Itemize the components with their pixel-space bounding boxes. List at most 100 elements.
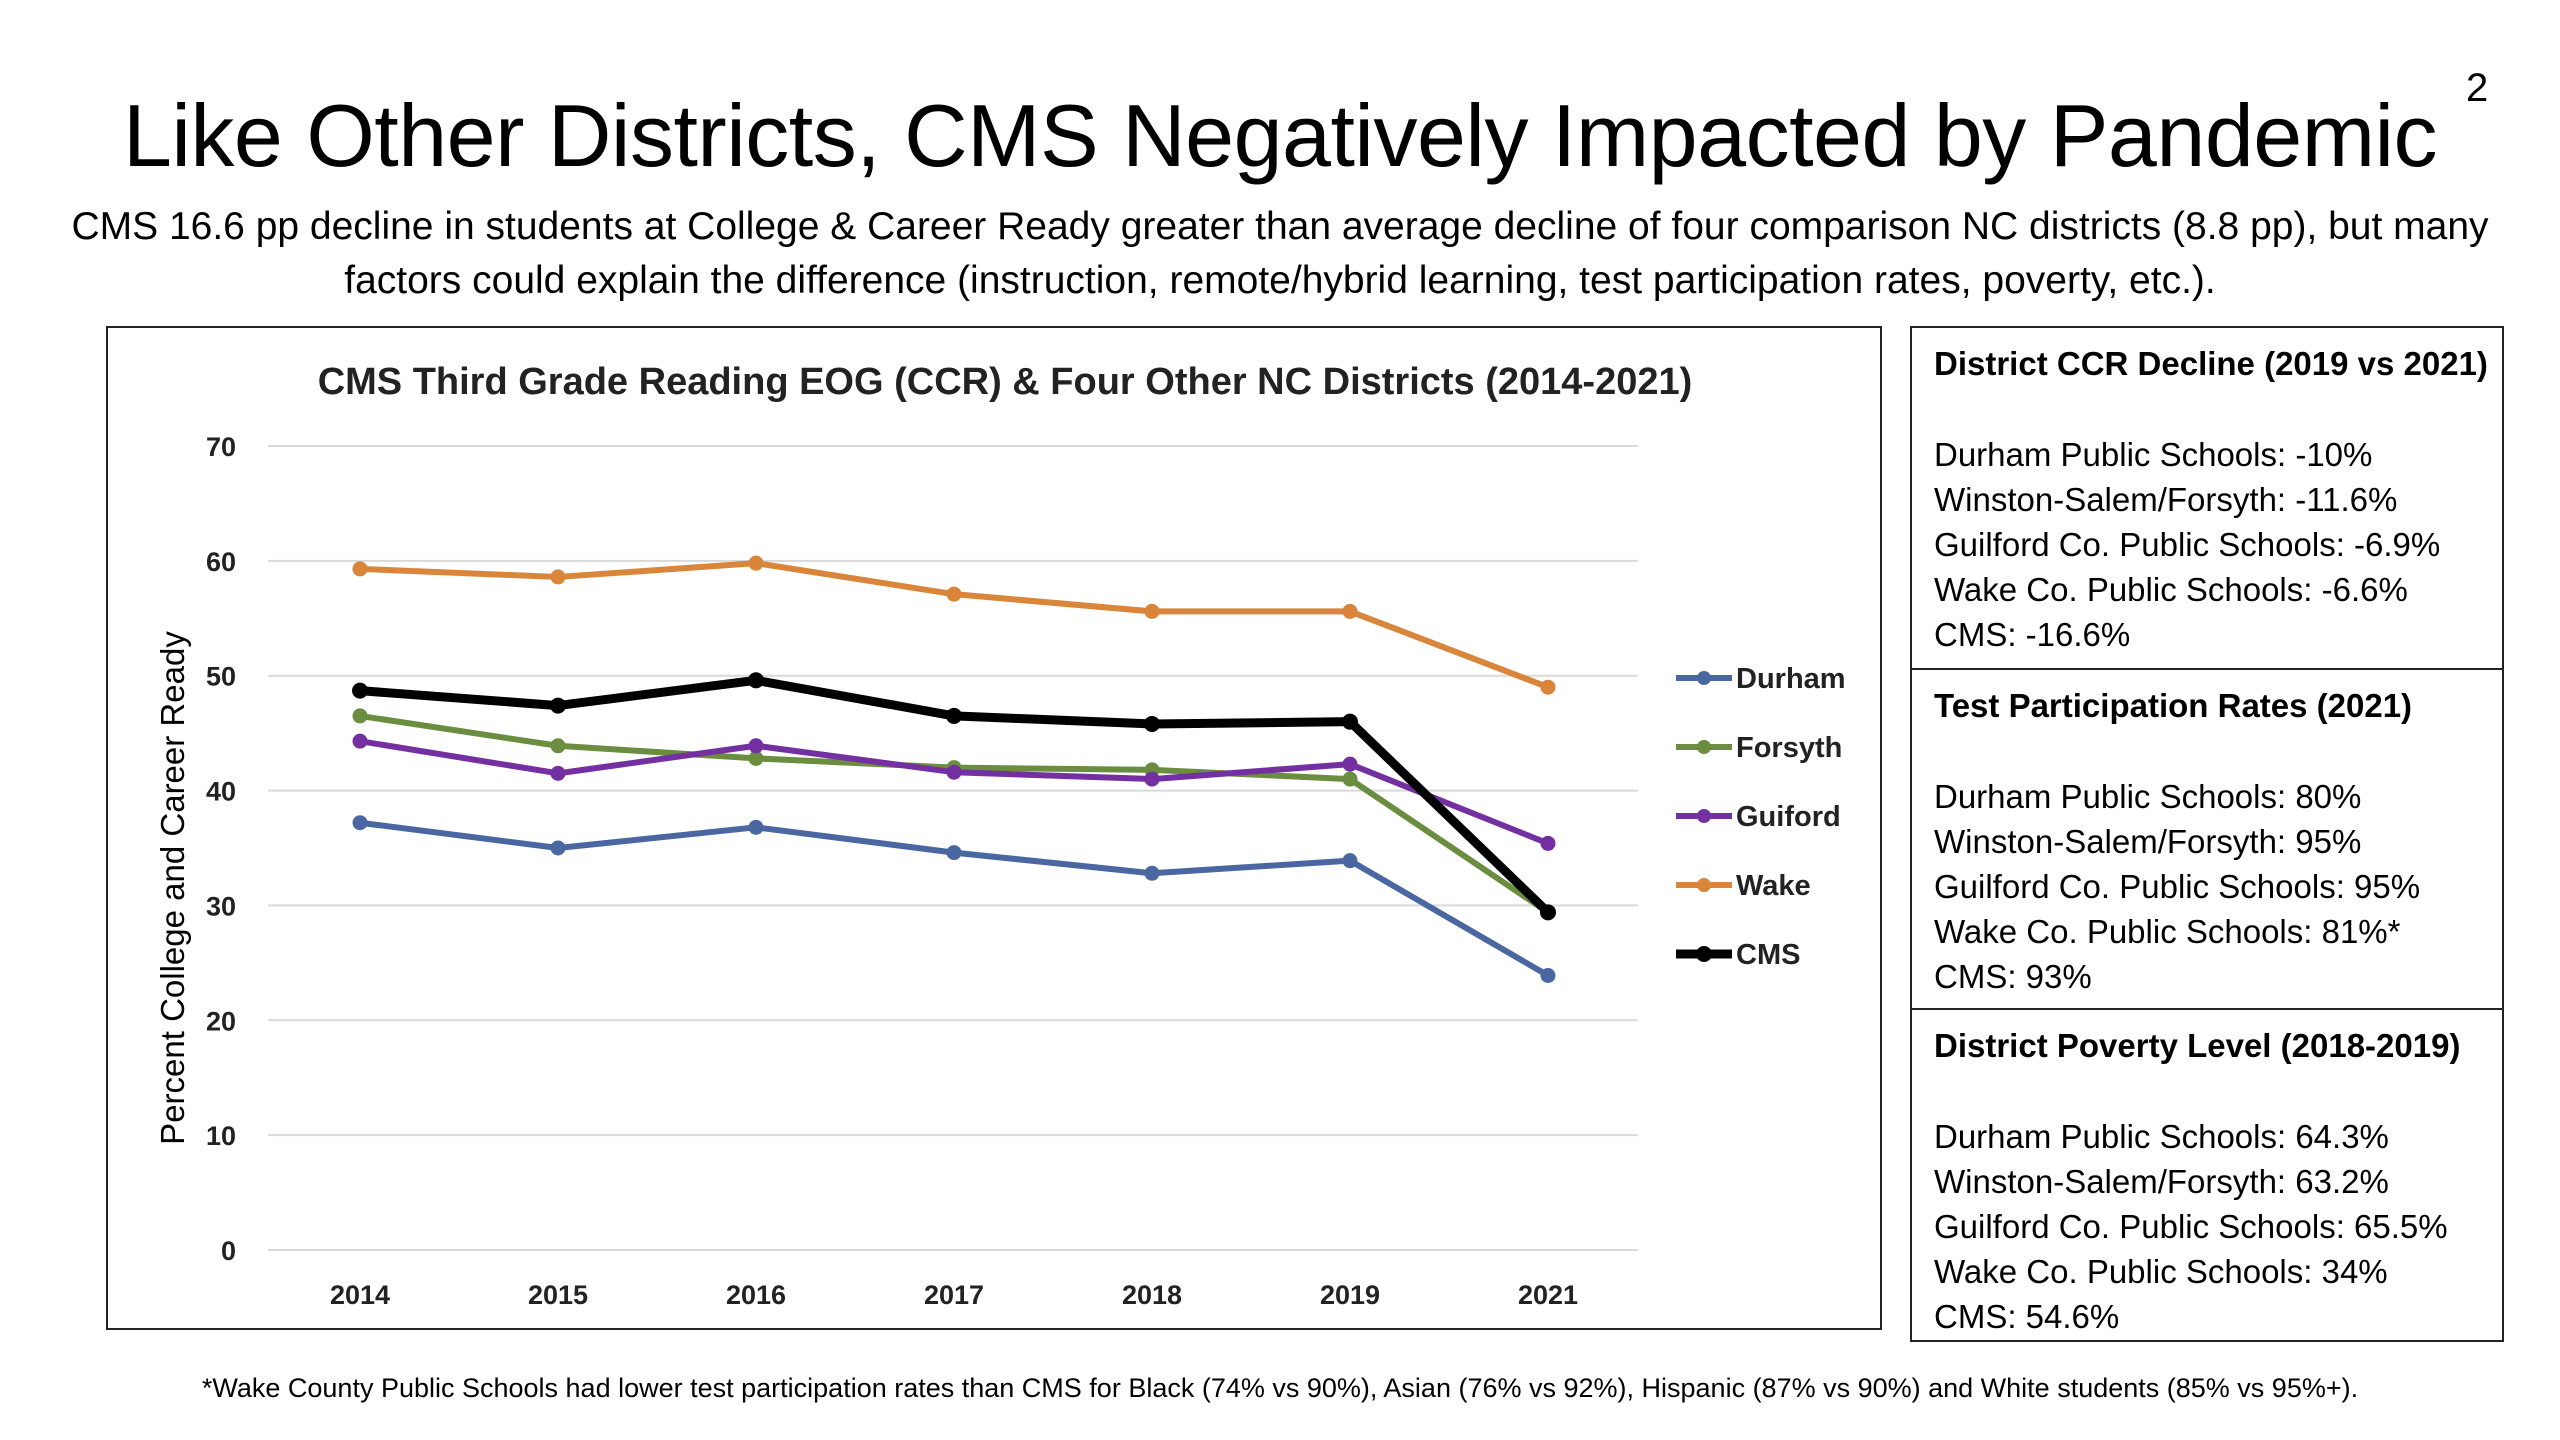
slide-title: Like Other Districts, CMS Negatively Imp… — [122, 86, 2438, 185]
series-cms — [352, 672, 1556, 921]
x-tick-label: 2019 — [1320, 1280, 1380, 1310]
y-tick-label: 30 — [206, 891, 236, 921]
poverty-section: District Poverty Level (2018-2019) Durha… — [1912, 1008, 2502, 1342]
data-point — [1342, 853, 1358, 869]
participation-line: Durham Public Schools: 80% — [1934, 778, 2362, 815]
legend-marker — [1696, 946, 1712, 962]
legend-label: Durham — [1736, 663, 1846, 695]
data-point — [748, 750, 764, 766]
data-point — [1540, 967, 1556, 983]
participation-heading: Test Participation Rates (2021) — [1934, 687, 2413, 724]
ccr-decline-line: Winston-Salem/Forsyth: -11.6% — [1934, 481, 2398, 518]
legend-marker — [1697, 809, 1711, 823]
data-point — [1342, 713, 1358, 730]
legend-marker — [1697, 671, 1711, 685]
data-point — [1342, 771, 1358, 787]
series-durham — [352, 815, 1556, 983]
x-tick-label: 2016 — [726, 1280, 786, 1310]
data-point — [1540, 679, 1556, 695]
y-axis-label: Percent College and Career Ready — [154, 631, 191, 1145]
slide-number: 2 — [2466, 66, 2489, 110]
ccr-decline-heading: District CCR Decline (2019 vs 2021) — [1934, 345, 2488, 382]
poverty-line: Winston-Salem/Forsyth: 63.2% — [1934, 1163, 2389, 1200]
data-point — [1144, 715, 1160, 732]
y-tick-label: 50 — [206, 662, 236, 692]
legend-marker — [1697, 740, 1711, 754]
poverty-line: Durham Public Schools: 64.3% — [1934, 1118, 2389, 1155]
participation-line: Guilford Co. Public Schools: 95% — [1934, 868, 2421, 905]
data-point — [946, 707, 962, 724]
ccr-decline-line: Guilford Co. Public Schools: -6.9% — [1934, 526, 2441, 563]
data-point — [352, 561, 368, 577]
y-tick-label: 40 — [206, 777, 236, 807]
legend-label: CMS — [1736, 939, 1800, 971]
participation-section: Test Participation Rates (2021) Durham P… — [1912, 668, 2502, 1008]
series-wake — [352, 555, 1556, 695]
participation-line: Winston-Salem/Forsyth: 95% — [1934, 823, 2362, 860]
ccr-decline-line: Wake Co. Public Schools: -6.6% — [1934, 571, 2408, 608]
ccr-decline-line: CMS: -16.6% — [1934, 616, 2131, 653]
series-line — [357, 560, 1551, 691]
legend: Durham Forsyth Guiford Wake CMS — [1676, 663, 1846, 971]
data-point — [352, 733, 368, 749]
data-point — [748, 819, 764, 835]
y-tick-label: 60 — [206, 547, 236, 577]
y-tick-label: 20 — [206, 1006, 236, 1036]
y-tick-label: 0 — [221, 1236, 236, 1266]
series-lines — [352, 555, 1556, 983]
x-tick-labels: 2014 2015 2016 2017 2018 2019 2021 — [330, 1280, 1578, 1310]
x-tick-label: 2021 — [1518, 1280, 1578, 1310]
poverty-line: Wake Co. Public Schools: 34% — [1934, 1253, 2388, 1290]
side-panel: District CCR Decline (2019 vs 2021) Durh… — [1910, 326, 2504, 1342]
data-point — [1144, 771, 1160, 787]
poverty-line: CMS: 54.6% — [1934, 1298, 2120, 1335]
data-point — [748, 555, 764, 571]
data-point — [550, 765, 566, 781]
y-tick-label: 70 — [206, 432, 236, 462]
data-point — [1144, 865, 1160, 881]
data-point — [352, 708, 368, 724]
ccr-decline-section: District CCR Decline (2019 vs 2021) Durh… — [1912, 328, 2502, 668]
data-point — [1342, 756, 1358, 772]
legend-marker — [1697, 878, 1711, 892]
x-tick-label: 2014 — [330, 1280, 390, 1310]
data-point — [946, 586, 962, 602]
y-tick-labels: 0 10 20 30 40 50 60 70 — [206, 432, 236, 1266]
participation-line: Wake Co. Public Schools: 81%* — [1934, 913, 2401, 950]
poverty-heading: District Poverty Level (2018-2019) — [1934, 1027, 2461, 1064]
footnote: *Wake County Public Schools had lower te… — [201, 1373, 2359, 1403]
legend-label: Wake — [1736, 870, 1811, 902]
chart-title: CMS Third Grade Reading EOG (CCR) & Four… — [318, 361, 1693, 403]
data-point — [748, 672, 764, 689]
x-tick-label: 2017 — [924, 1280, 984, 1310]
ccr-decline-line: Durham Public Schools: -10% — [1934, 436, 2373, 473]
data-point — [946, 764, 962, 780]
chart-container: CMS Third Grade Reading EOG (CCR) & Four… — [106, 326, 1882, 1330]
poverty-line: Guilford Co. Public Schools: 65.5% — [1934, 1208, 2448, 1245]
data-point — [352, 682, 368, 699]
slide-subtitle: CMS 16.6 pp decline in students at Colle… — [71, 205, 2489, 302]
data-point — [1540, 904, 1556, 921]
data-point — [748, 738, 764, 754]
legend-entry: Wake — [1676, 870, 1811, 902]
x-tick-label: 2015 — [528, 1280, 588, 1310]
data-point — [550, 840, 566, 856]
data-point — [946, 845, 962, 861]
data-point — [550, 738, 566, 754]
line-chart: CMS Third Grade Reading EOG (CCR) & Four… — [154, 361, 1846, 1310]
data-point — [1540, 835, 1556, 851]
data-point — [550, 569, 566, 585]
y-tick-label: 10 — [206, 1121, 236, 1151]
data-point — [1144, 603, 1160, 619]
data-point — [550, 697, 566, 714]
legend-label: Forsyth — [1736, 732, 1842, 764]
gridlines — [268, 445, 1638, 1251]
legend-label: Guiford — [1736, 801, 1841, 833]
legend-entry: Durham — [1676, 663, 1846, 695]
data-point — [352, 815, 368, 831]
participation-line: CMS: 93% — [1934, 958, 2092, 995]
x-tick-label: 2018 — [1122, 1280, 1182, 1310]
legend-entry: Guiford — [1676, 801, 1841, 833]
legend-entry: CMS — [1676, 939, 1800, 971]
legend-entry: Forsyth — [1676, 732, 1842, 764]
